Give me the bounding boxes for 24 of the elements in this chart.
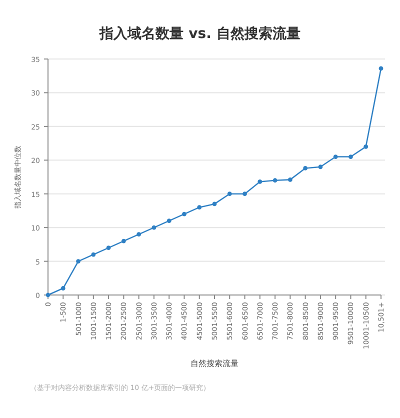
point (197, 205, 202, 210)
point (121, 238, 126, 244)
point (182, 212, 186, 216)
point (364, 144, 368, 149)
point (60, 286, 66, 290)
point (136, 232, 142, 237)
point (212, 202, 217, 206)
point (166, 218, 172, 224)
point (318, 164, 323, 170)
point (348, 154, 353, 159)
point (378, 66, 384, 71)
point (303, 166, 308, 170)
point (242, 192, 247, 196)
point (106, 246, 111, 250)
point (152, 225, 156, 230)
point (258, 180, 262, 184)
point (288, 177, 292, 182)
chart-title: 指入域名数量 vs. 自然搜索流量 (98, 25, 300, 42)
point (272, 178, 278, 183)
point (91, 252, 96, 257)
point (227, 192, 232, 196)
point (333, 154, 338, 159)
x-axis-title: 自然搜索流量 (190, 359, 238, 368)
point (76, 259, 80, 264)
